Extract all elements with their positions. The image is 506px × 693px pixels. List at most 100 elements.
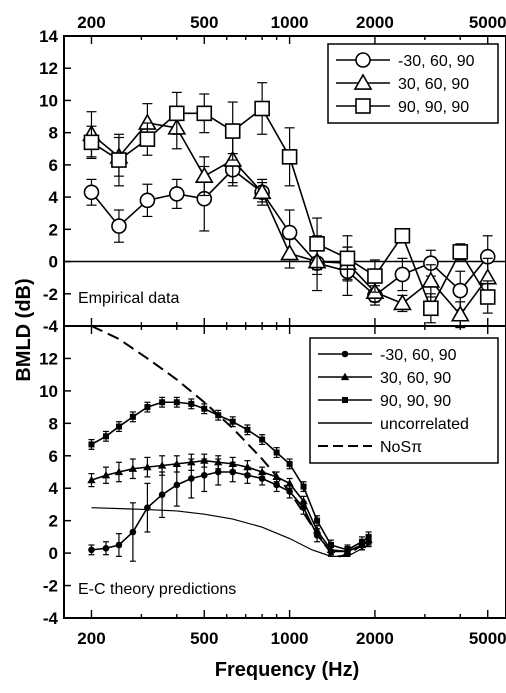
data-point [101,471,111,479]
legend-marker [353,73,373,90]
y-axis-title: BMLD (dB) [13,278,35,381]
bottom-x-tick-label: 200 [77,629,105,648]
data-point [173,481,181,489]
data-point [102,544,110,552]
data-point [115,423,122,430]
data-point [244,426,251,433]
data-point [88,441,95,448]
y-tick-label: 12 [39,349,58,368]
series-NoS- [91,325,370,558]
data-point [423,300,439,317]
y-tick-label: 8 [49,414,58,433]
data-point [214,458,223,466]
data-point [257,467,267,476]
data-point [157,461,167,469]
data-point [83,134,100,151]
data-point [129,413,136,420]
panel-label: E-C theory predictions [78,581,236,598]
data-point [143,462,152,471]
data-point [111,152,127,168]
data-point [187,475,195,482]
data-point [358,538,365,545]
top-x-tick-label: 1000 [271,13,309,32]
data-point [392,293,412,311]
top-x-tick-label: 200 [77,13,105,32]
legend-marker [341,350,349,358]
legend-marker [355,98,371,114]
y-tick-label: 4 [49,188,59,207]
series-line [91,325,370,558]
data-point [87,475,96,484]
panel-ec-theory: E-C theory predictions -30, 60, 90 30, 60,… [63,325,506,619]
data-point [114,467,124,476]
data-point [168,186,185,202]
y-tick-label: 2 [49,220,58,239]
data-point [111,218,127,234]
legend: -30, 60, 90 30, 60, 90 90, 90, 90 uncorrela… [309,337,499,464]
top-x-tick-label: 500 [190,13,218,32]
y-tick-label: 0 [49,253,58,272]
data-point [367,268,383,284]
legend-label: 90, 90, 90 [398,99,469,116]
y-tick-label: 4 [49,479,59,498]
data-point [421,271,441,288]
legend-marker [340,372,350,381]
y-tick-label: 12 [39,59,58,78]
legend-label: -30, 60, 90 [380,347,457,364]
data-point [200,456,209,464]
y-tick-label: 6 [49,447,58,466]
data-point [172,459,181,468]
data-point [139,131,156,147]
legend-label: -30, 60, 90 [398,53,475,70]
y-tick-labels: 14 12 10 8 6 4 2 0 -2 -4 12 10 8 6 4 2 0 -2 -4 [39,27,58,628]
y-tick-label: -4 [43,609,59,628]
data-point [452,244,469,260]
legend-label: uncorrelated [380,416,469,433]
top-x-tick-labels: 200 500 1000 2000 5000 [77,13,506,32]
data-point [200,471,208,479]
data-point [339,250,356,267]
data-point [452,282,469,299]
legend-label: 30, 60, 90 [380,370,451,387]
y-tick-label: 8 [49,124,58,143]
legend-label: 90, 90, 90 [380,393,451,410]
data-point [201,405,208,412]
data-point [273,481,280,489]
data-point [344,546,351,553]
y-tick-label: 2 [49,512,58,531]
data-point [273,449,280,456]
data-point [144,404,151,411]
y-tick-label: -4 [43,317,59,336]
series-30-60-90 [87,453,373,557]
data-point [281,224,298,241]
series-90-90-90 [88,396,372,556]
legend: -30, 60, 90 30, 60, 90 90, 90, 90 [327,43,499,124]
data-point [328,542,335,548]
data-point [173,399,180,406]
y-tick-label: 6 [49,156,58,175]
data-point [299,497,308,505]
bottom-x-tick-labels: 200 500 1000 2000 5000 [77,629,506,648]
y-tick-label: 10 [39,382,58,401]
data-point [450,305,470,322]
top-x-tick-label: 5000 [469,13,506,32]
data-point [365,533,372,540]
y-tick-label: 14 [39,27,58,46]
data-point [187,458,196,466]
y-tick-label: 0 [49,544,58,563]
legend-marker [355,52,371,68]
series-line [91,507,369,557]
bottom-x-tick-label: 1000 [271,629,309,648]
bottom-x-tick-label: 500 [190,629,218,648]
series-uncorrelated [91,507,369,557]
data-point [128,464,138,472]
legend-label: NoSπ [380,439,422,456]
top-x-tick-label: 2000 [356,13,394,32]
data-point [229,418,236,425]
data-point [168,105,185,122]
bottom-x-tick-label: 5000 [469,629,506,648]
data-point [158,491,166,499]
data-point [286,460,293,467]
